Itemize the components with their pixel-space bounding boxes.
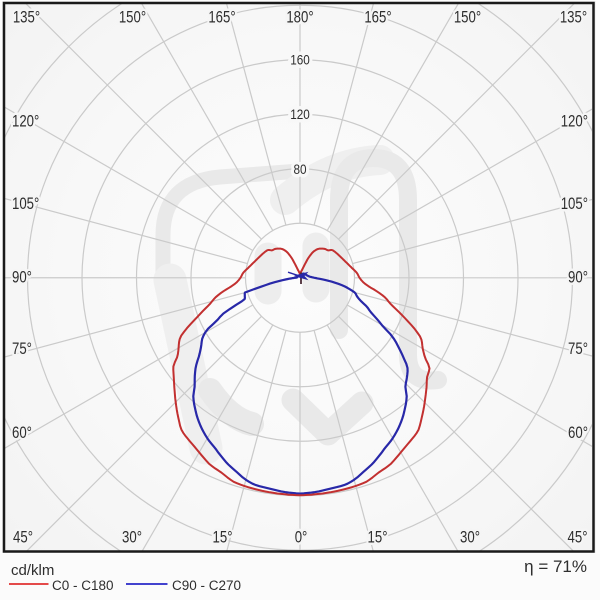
svg-text:90°: 90° <box>568 268 588 287</box>
svg-text:C90 - C270: C90 - C270 <box>172 578 241 593</box>
svg-text:75°: 75° <box>12 340 32 359</box>
svg-text:90°: 90° <box>12 268 32 287</box>
svg-text:η = 71%: η = 71% <box>524 557 587 576</box>
svg-text:80: 80 <box>293 162 306 177</box>
svg-text:30°: 30° <box>122 528 142 547</box>
svg-text:180°: 180° <box>286 8 313 27</box>
svg-text:120°: 120° <box>561 112 588 131</box>
svg-text:120°: 120° <box>12 112 39 131</box>
svg-text:60°: 60° <box>12 424 32 443</box>
svg-text:15°: 15° <box>368 528 388 547</box>
svg-text:45°: 45° <box>568 528 588 547</box>
svg-text:30°: 30° <box>460 528 480 547</box>
svg-text:105°: 105° <box>12 195 39 214</box>
svg-text:0°: 0° <box>295 528 308 547</box>
svg-text:105°: 105° <box>561 195 588 214</box>
svg-text:165°: 165° <box>208 8 235 27</box>
svg-text:135°: 135° <box>13 8 40 27</box>
svg-text:135°: 135° <box>560 8 587 27</box>
svg-text:120: 120 <box>290 107 310 122</box>
svg-text:160: 160 <box>290 53 310 68</box>
svg-text:75°: 75° <box>568 340 588 359</box>
svg-text:45°: 45° <box>13 528 33 547</box>
svg-text:165°: 165° <box>364 8 391 27</box>
svg-text:60°: 60° <box>568 424 588 443</box>
svg-text:150°: 150° <box>119 8 146 27</box>
svg-text:15°: 15° <box>213 528 233 547</box>
svg-text:C0 - C180: C0 - C180 <box>52 578 114 593</box>
svg-text:150°: 150° <box>454 8 481 27</box>
svg-text:cd/klm: cd/klm <box>11 562 54 579</box>
